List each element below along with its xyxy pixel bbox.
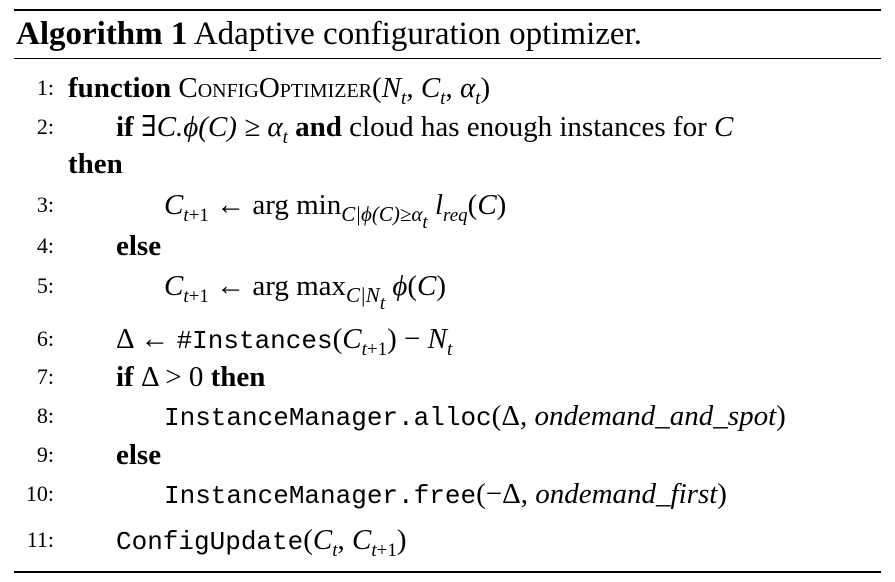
line-number: 11: — [26, 527, 54, 552]
line-number: 1: — [36, 75, 54, 100]
algorithm-line-7: if Δ > 0 then — [116, 359, 265, 395]
algorithm-line-1: function ConfigOptimizer(Nt, Ct, αt) — [68, 72, 491, 109]
algorithm-title: Adaptive configuration optimizer. — [193, 16, 642, 52]
algorithm-line-3: Ct+1 ← arg minC|ϕ(C)≥αt lreq(C) — [164, 189, 507, 233]
algorithm-label: Algorithm 1 — [16, 16, 188, 52]
free-call: InstanceManager.free — [164, 481, 477, 511]
line-number: 10: — [25, 481, 54, 506]
line-number: 6: — [36, 326, 54, 351]
keyword-then: then — [68, 148, 123, 180]
algorithm-line-2-cont: then — [68, 146, 123, 182]
condition-delta: Δ > 0 — [140, 361, 204, 393]
condition-cloud: cloud has enough instances for — [349, 111, 707, 143]
condition-exists: ∃C.ϕ(C) ≥ α — [140, 111, 283, 143]
line-number: 7: — [36, 364, 54, 389]
algorithm-line-6: Δ ← #Instances(Ct+1) − Nt — [116, 323, 453, 360]
keyword-else: else — [116, 230, 162, 262]
keyword-if: if — [116, 111, 134, 143]
top-rule — [14, 9, 881, 11]
bottom-rule — [14, 571, 881, 573]
alloc-argument: ondemand_and_spot — [534, 400, 777, 432]
algorithm-line-8: InstanceManager.alloc(Δ, ondemand_and_sp… — [164, 400, 786, 433]
instances-function: #Instances — [176, 326, 333, 356]
config-update-call: ConfigUpdate — [116, 527, 304, 557]
algorithm-line-2: if ∃C.ϕ(C) ≥ αt and cloud has enough ins… — [116, 111, 734, 148]
algorithm-line-9: else — [116, 437, 161, 473]
line-number: 8: — [36, 403, 54, 428]
free-argument: ondemand_first — [535, 478, 718, 510]
caption-rule — [14, 58, 881, 59]
line-number: 5: — [36, 273, 54, 298]
line-number: 2: — [36, 114, 54, 139]
algorithm-line-10: InstanceManager.free(−Δ, ondemand_first) — [164, 478, 727, 511]
function-name: ConfigOptimizer — [178, 72, 373, 104]
line-number: 4: — [36, 233, 54, 258]
variable-c: C — [713, 111, 734, 143]
line-number: 9: — [36, 442, 54, 467]
keyword-function: function — [68, 72, 172, 104]
keyword-if: if — [116, 361, 134, 393]
algorithm-line-11: ConfigUpdate(Ct, Ct+1) — [116, 524, 407, 561]
algorithm-line-4: else — [116, 228, 161, 264]
algorithm-caption: Algorithm 1 Adaptive configuration optim… — [16, 13, 642, 55]
keyword-then: then — [210, 361, 266, 393]
line-number: 3: — [36, 192, 54, 217]
keyword-else: else — [116, 439, 162, 471]
alloc-call: InstanceManager.alloc — [164, 403, 492, 433]
algorithm-line-5: Ct+1 ← arg maxC|Nt ϕ(C) — [164, 270, 447, 314]
keyword-and: and — [295, 111, 342, 143]
